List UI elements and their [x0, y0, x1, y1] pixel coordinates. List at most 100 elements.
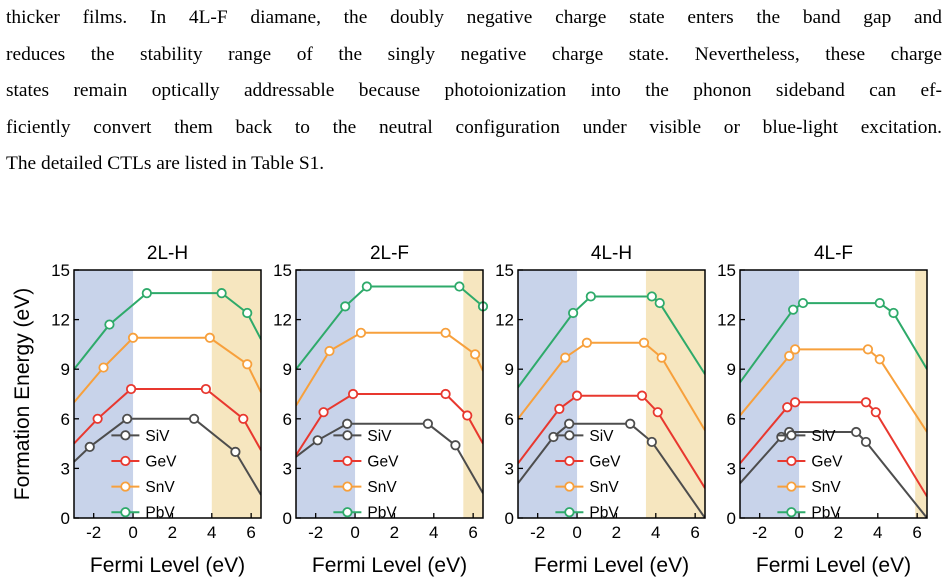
series-line-siv	[518, 422, 705, 518]
y-axis-label: Formation Energy (eV)	[11, 288, 34, 500]
chart-panel-4l-f: -2 0 2 4 6 0 3 6 9 12 15 4L-F Fermi Level (eV) SiV GeV…	[717, 243, 928, 577]
data-point-snv	[790, 344, 801, 355]
cbm-shade	[463, 270, 483, 518]
data-point-siv	[450, 440, 461, 451]
panel-title: 4L-F	[814, 243, 853, 264]
legend-marker	[342, 430, 353, 441]
y-tick-label: 12	[51, 311, 70, 330]
legend-marker	[120, 430, 131, 441]
data-point-pbv	[340, 301, 351, 312]
series-line-gev	[296, 393, 483, 456]
y-tick-label: 9	[505, 360, 514, 379]
plot-frame	[517, 269, 706, 519]
x-tick-label: 6	[246, 523, 255, 542]
paragraph-line: The detailed CTLs are listed in Table S1…	[6, 153, 325, 174]
body-paragraph: thicker films. In 4L-F diamane, the doub…	[6, 0, 942, 183]
legend-marker	[120, 507, 131, 518]
x-tick-label: 2	[834, 523, 843, 542]
legend-entry: SiV	[367, 428, 392, 445]
y-tick-label: 0	[727, 509, 736, 528]
x-tick-label: 6	[912, 523, 921, 542]
x-tick-label: -2	[86, 523, 101, 542]
data-point-pbv	[788, 304, 799, 315]
cbm-shade	[645, 270, 705, 518]
paragraph-line: thicker films. In 4L-F diamane, the doub…	[6, 7, 942, 28]
x-tick-label: -2	[530, 523, 545, 542]
legend-marker	[120, 455, 131, 467]
data-point-siv	[122, 413, 133, 424]
data-point-gev	[554, 403, 565, 414]
plot-frame	[739, 269, 928, 519]
data-point-siv	[776, 431, 787, 443]
x-tick-label: 2	[168, 523, 177, 542]
series-group	[518, 295, 705, 518]
data-point-gev	[636, 390, 648, 401]
data-point-pbv	[454, 281, 465, 292]
data-point-gev	[347, 388, 359, 400]
data-point-pbv	[646, 291, 657, 302]
y-tick-label: 12	[717, 311, 736, 330]
legend-entry: SiV	[589, 428, 614, 445]
data-point-snv	[242, 359, 253, 370]
series-line-siv	[740, 431, 927, 518]
data-point-snv	[874, 354, 885, 365]
y-tick-label: 15	[273, 261, 292, 280]
data-point-pbv	[104, 319, 115, 330]
y-tick-label: 15	[717, 261, 736, 280]
legend-marker	[564, 455, 575, 467]
data-point-gev	[782, 402, 793, 413]
legend-entry: GeV	[589, 453, 621, 470]
x-axis-label: Fermi Level (eV)	[534, 554, 689, 577]
y-tick-label: 6	[61, 410, 70, 429]
series-line-snv	[740, 348, 927, 433]
y-tick-label: 6	[727, 410, 736, 429]
y-tick-label: 0	[283, 509, 292, 528]
data-point-gev	[238, 413, 249, 424]
y-tick-label: 3	[505, 459, 514, 478]
series-line-snv	[74, 336, 261, 403]
data-point-siv	[625, 418, 636, 429]
legend-marker	[564, 481, 575, 492]
y-tick-label: 3	[283, 459, 292, 478]
x-axis-label: Fermi Level (eV)	[312, 554, 467, 577]
chart-panel-4l-h: -2 0 2 4 6 0 3 6 9 12 15 4L-H Fermi Level (eV) SiV GeV…	[495, 243, 706, 577]
data-point-siv	[84, 441, 95, 453]
data-point-snv	[470, 349, 481, 360]
data-point-pbv	[654, 297, 665, 309]
data-point-siv	[188, 413, 200, 424]
legend-entry: PbV	[589, 505, 619, 522]
data-point-siv	[422, 418, 433, 429]
data-point-pbv	[141, 288, 152, 299]
data-point-gev	[125, 383, 137, 395]
data-point-gev	[318, 407, 329, 418]
x-tick-label: 0	[350, 523, 359, 542]
legend-entry: SnV	[367, 479, 397, 496]
y-tick-label: 3	[61, 459, 70, 478]
x-tick-label: 0	[794, 523, 803, 542]
data-point-gev	[652, 407, 663, 418]
data-point-pbv	[361, 281, 372, 292]
legend-entry: PbV	[811, 505, 841, 522]
data-point-snv	[862, 344, 874, 355]
data-point-siv	[312, 435, 323, 446]
y-tick-label: 15	[51, 261, 70, 280]
legend-entry: SiV	[145, 428, 170, 445]
legend-marker	[786, 481, 797, 492]
data-point-snv	[127, 332, 139, 343]
legend-marker	[564, 430, 575, 441]
panel-title: 2L-F	[370, 243, 409, 264]
x-tick-label: 4	[873, 523, 882, 542]
y-tick-label: 0	[505, 509, 514, 528]
data-point-snv	[355, 327, 367, 338]
data-point-gev	[200, 383, 211, 395]
data-point-siv	[851, 426, 862, 438]
vbm-shade	[518, 270, 578, 518]
legend-entry: SiV	[811, 428, 836, 445]
data-point-snv	[324, 345, 335, 357]
x-tick-label: 4	[651, 523, 660, 542]
y-tick-label: 9	[283, 360, 292, 379]
data-point-pbv	[797, 297, 809, 309]
y-tick-label: 12	[495, 311, 514, 330]
data-point-gev	[790, 397, 801, 408]
data-point-snv	[656, 352, 667, 363]
